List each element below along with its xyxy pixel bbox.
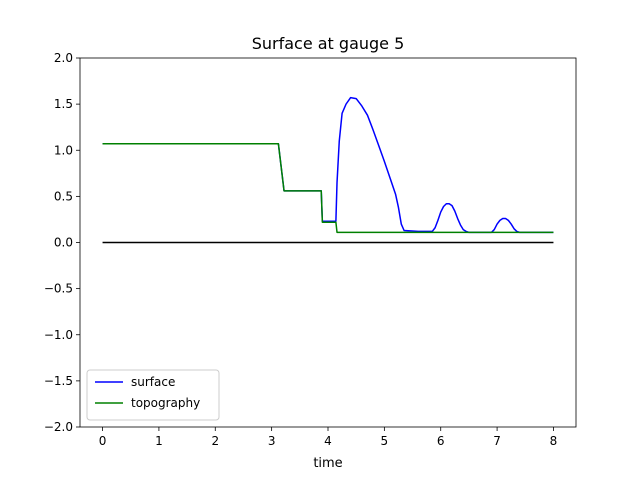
x-axis-label: time — [313, 456, 342, 471]
legend-label-topography: topography — [131, 396, 200, 410]
y-tick-label: −1.0 — [44, 328, 73, 342]
y-tick-label: 1.0 — [54, 143, 73, 157]
x-tick-label: 2 — [211, 434, 219, 448]
x-tick-label: 6 — [437, 434, 445, 448]
chart-title: Surface at gauge 5 — [252, 34, 405, 53]
x-tick-label: 0 — [99, 434, 107, 448]
y-tick-label: 1.5 — [54, 97, 73, 111]
series-line-topography — [102, 143, 554, 234]
x-tick-label: 7 — [493, 434, 501, 448]
y-tick-label: 0.5 — [54, 189, 73, 203]
series-line-surface — [102, 96, 554, 234]
x-tick-label: 3 — [268, 434, 276, 448]
x-tick-label: 1 — [155, 434, 163, 448]
legend-label-surface: surface — [131, 375, 175, 389]
y-tick-label: −0.5 — [44, 282, 73, 296]
y-tick-label: 0.0 — [54, 236, 73, 250]
axis-ticks: 0 1 2 3 4 5 6 7 8 −2.0 −1.5 −1.0 −0.5 0.0 0.5 1.0 1.5 2.0 — [44, 51, 557, 448]
x-tick-label: 5 — [381, 434, 389, 448]
x-tick-label: 8 — [550, 434, 558, 448]
x-tick-label: 4 — [324, 434, 332, 448]
y-tick-label: −1.5 — [44, 374, 73, 388]
y-tick-label: −2.0 — [44, 420, 73, 434]
legend: surface topography — [86, 369, 220, 421]
y-tick-label: 2.0 — [54, 51, 73, 65]
